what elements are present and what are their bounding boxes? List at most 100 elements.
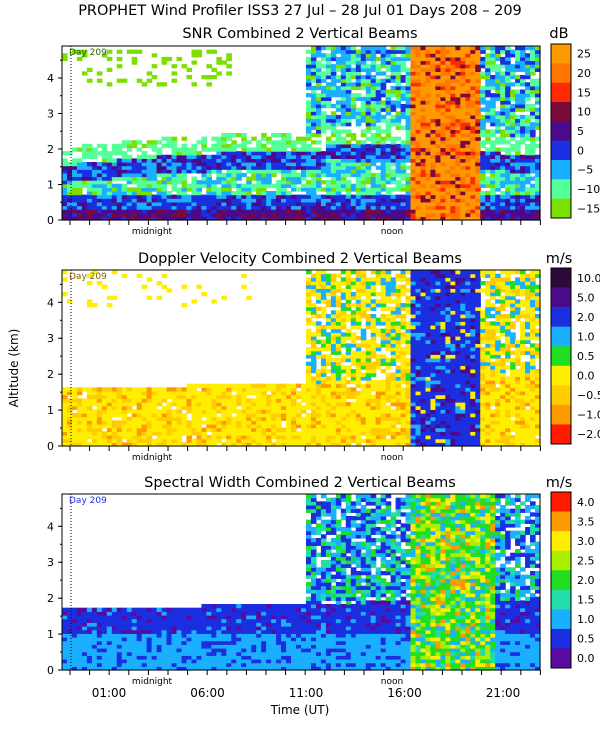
snr-cell bbox=[515, 75, 521, 79]
snr-cell bbox=[495, 213, 501, 217]
snr-cell bbox=[351, 68, 357, 72]
doppler-cell bbox=[381, 292, 387, 296]
snr-cell bbox=[450, 151, 456, 155]
doppler-cell bbox=[341, 439, 347, 443]
doppler-cell bbox=[425, 439, 431, 443]
snr-cell bbox=[366, 46, 372, 50]
snr-cell bbox=[306, 64, 312, 68]
doppler-cell bbox=[162, 424, 168, 428]
snr-cell bbox=[281, 209, 287, 213]
snr-cell bbox=[361, 195, 367, 199]
snr-cell bbox=[425, 184, 431, 188]
snr-cell bbox=[500, 133, 506, 137]
snr-cell bbox=[485, 108, 491, 112]
snr-cell bbox=[316, 111, 322, 115]
doppler-cell bbox=[371, 270, 377, 274]
doppler-cell bbox=[306, 365, 312, 369]
snr-cell bbox=[495, 115, 501, 119]
snr-cell bbox=[361, 97, 367, 101]
snr-cell bbox=[475, 79, 481, 83]
doppler-cell bbox=[256, 424, 262, 428]
snr-cell bbox=[425, 198, 431, 202]
doppler-cell bbox=[177, 391, 183, 395]
doppler-cell bbox=[182, 413, 188, 417]
snr-cell bbox=[191, 166, 197, 170]
doppler-cell bbox=[62, 424, 68, 428]
doppler-cell bbox=[82, 402, 88, 406]
snr-cell bbox=[251, 195, 257, 199]
doppler-cell bbox=[421, 285, 427, 289]
snr-cell bbox=[147, 209, 153, 213]
doppler-cell bbox=[67, 299, 73, 303]
snr-cell bbox=[366, 100, 372, 104]
doppler-cell bbox=[72, 417, 78, 421]
snr-cell bbox=[430, 213, 436, 217]
snr-cell bbox=[450, 198, 456, 202]
snr-cell bbox=[67, 213, 73, 217]
snr-cell bbox=[455, 53, 461, 57]
snr-cell bbox=[401, 177, 407, 181]
doppler-cell bbox=[201, 395, 207, 399]
doppler-cell bbox=[281, 439, 287, 443]
snr-cell bbox=[196, 213, 202, 217]
snr-cell bbox=[112, 169, 118, 173]
snr-cell bbox=[396, 158, 402, 162]
snr-cell bbox=[346, 93, 352, 97]
doppler-cell bbox=[311, 343, 317, 347]
doppler-cell bbox=[256, 402, 262, 406]
doppler-cell bbox=[261, 431, 267, 435]
doppler-cell bbox=[241, 431, 247, 435]
snr-cell bbox=[435, 140, 441, 144]
doppler-cell bbox=[341, 369, 347, 373]
snr-cell bbox=[455, 82, 461, 86]
snr-cell bbox=[177, 151, 183, 155]
snr-cell bbox=[351, 158, 357, 162]
doppler-cell bbox=[286, 384, 292, 388]
snr-cell bbox=[321, 46, 327, 50]
snr-cell bbox=[311, 195, 317, 199]
doppler-cell bbox=[82, 428, 88, 432]
doppler-cell bbox=[137, 417, 143, 421]
snr-cell bbox=[87, 169, 93, 173]
doppler-cell bbox=[411, 318, 417, 322]
snr-cell bbox=[186, 68, 192, 72]
snr-cell bbox=[376, 71, 382, 75]
snr-cell bbox=[346, 195, 352, 199]
snr-cell bbox=[356, 71, 362, 75]
snr-cell bbox=[485, 71, 491, 75]
doppler-cell bbox=[336, 413, 342, 417]
snr-cell bbox=[157, 155, 163, 159]
snr-cell bbox=[425, 93, 431, 97]
snr-cell bbox=[117, 169, 123, 173]
snr-cell bbox=[281, 213, 287, 217]
doppler-cell bbox=[396, 321, 402, 325]
snr-cell bbox=[366, 108, 372, 112]
doppler-cell bbox=[122, 395, 128, 399]
snr-cell bbox=[465, 129, 471, 133]
snr-cell bbox=[386, 144, 392, 148]
snr-cell bbox=[122, 140, 128, 144]
snr-cell bbox=[376, 177, 382, 181]
snr-cell bbox=[351, 111, 357, 115]
doppler-cell bbox=[401, 387, 407, 391]
doppler-cell bbox=[157, 413, 163, 417]
snr-cell bbox=[366, 169, 372, 173]
snr-cell bbox=[256, 191, 262, 195]
snr-cell bbox=[177, 169, 183, 173]
doppler-cell bbox=[291, 420, 297, 424]
snr-cell bbox=[336, 177, 342, 181]
snr-cell bbox=[480, 158, 486, 162]
doppler-cell bbox=[391, 398, 397, 402]
doppler-cell bbox=[167, 424, 173, 428]
doppler-cell bbox=[366, 365, 372, 369]
doppler-cell bbox=[251, 409, 257, 413]
doppler-cell bbox=[241, 398, 247, 402]
doppler-cell bbox=[186, 398, 192, 402]
doppler-cell bbox=[356, 431, 362, 435]
doppler-cell bbox=[246, 424, 252, 428]
snr-cell bbox=[465, 108, 471, 112]
snr-cell bbox=[445, 195, 451, 199]
snr-cell bbox=[311, 61, 317, 65]
snr-cell bbox=[421, 155, 427, 159]
doppler-cell bbox=[346, 395, 352, 399]
